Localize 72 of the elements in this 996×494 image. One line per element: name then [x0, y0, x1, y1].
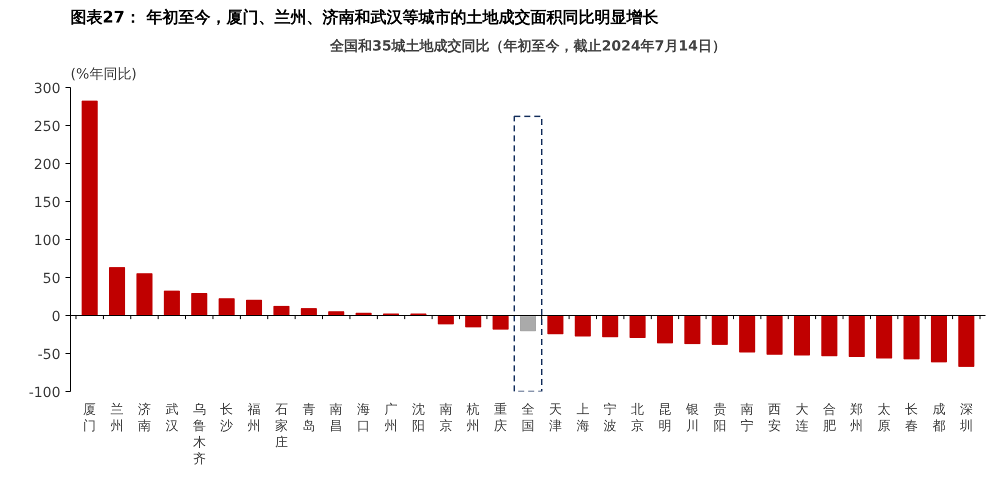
- y-tick-label: 200: [34, 157, 61, 173]
- bar: [739, 315, 756, 352]
- bar: [930, 315, 947, 362]
- bar: [848, 315, 865, 358]
- y-tick-label: -100: [28, 385, 61, 401]
- x-tick-label: 西安: [768, 402, 782, 434]
- x-tick-label: 宁波: [604, 402, 617, 434]
- bar: [438, 315, 454, 324]
- bar: [109, 267, 126, 316]
- bar: [794, 315, 810, 356]
- y-tick-label: 150: [34, 195, 61, 211]
- bar: [520, 315, 536, 332]
- x-tick-label: 天津: [548, 402, 562, 434]
- x-tick-label: 大连: [795, 402, 808, 434]
- bar: [465, 315, 482, 328]
- x-tick-label: 合肥: [822, 402, 836, 434]
- bar: [876, 315, 892, 359]
- bar: [492, 315, 509, 330]
- y-axis-title: (%年同比): [70, 66, 137, 82]
- bar: [821, 315, 838, 356]
- x-tick-label: 乌鲁木齐: [192, 402, 206, 467]
- bar: [547, 315, 564, 334]
- bar: [958, 315, 974, 367]
- x-tick-label: 海口: [357, 402, 370, 434]
- x-tick-label: 石家庄: [274, 402, 288, 450]
- x-tick-label: 郑州: [850, 402, 864, 434]
- x-tick-label: 兰州: [110, 402, 124, 434]
- y-tick-label: 300: [34, 81, 61, 97]
- bar: [766, 315, 783, 355]
- x-tick-label: 上海: [576, 402, 590, 434]
- x-tick-label: 济南: [138, 402, 151, 434]
- bar: [904, 315, 920, 360]
- x-tick-label: 南京: [439, 402, 452, 434]
- x-tick-label: 银川: [684, 402, 699, 434]
- y-tick-label: -50: [38, 347, 61, 363]
- x-tick-label: 南宁: [740, 402, 754, 434]
- x-tick-label: 青岛: [302, 402, 316, 434]
- bar: [574, 315, 591, 337]
- x-tick-label: 北京: [631, 402, 644, 434]
- chart-subtitle: 全国和35城土地成交同比（年初至今，截止2024年7月14日）: [329, 38, 726, 54]
- bar: [218, 298, 235, 316]
- x-tick-label: 厦门: [83, 402, 96, 434]
- y-tick-label: 250: [34, 119, 61, 135]
- bar: [630, 315, 646, 338]
- bar: [684, 315, 700, 344]
- x-tick-label: 长春: [905, 402, 918, 434]
- x-tick-label: 昆明: [658, 402, 672, 434]
- x-tick-label: 南昌: [330, 402, 343, 434]
- y-tick-label: 100: [34, 233, 61, 249]
- x-tick-label: 重庆: [494, 402, 508, 434]
- x-tick-label: 沈阳: [412, 402, 425, 434]
- x-tick-label: 长沙: [220, 402, 234, 434]
- x-tick-label: 广州: [384, 402, 398, 434]
- x-tick-label: 全国: [522, 402, 534, 434]
- bar: [602, 315, 618, 338]
- bar: [191, 292, 208, 316]
- bar: [164, 290, 180, 316]
- bar: [136, 273, 152, 316]
- bar: [246, 300, 262, 316]
- bar: [656, 315, 674, 344]
- y-tick-label: 0: [52, 309, 61, 325]
- bar: [82, 100, 98, 316]
- x-tick-label: 贵阳: [713, 402, 726, 434]
- bar: [712, 315, 728, 345]
- x-tick-label: 太原: [878, 402, 891, 434]
- x-tick-label: 杭州: [466, 402, 480, 434]
- x-tick-label: 深圳: [958, 402, 973, 434]
- chart-title: 图表27： 年初至今，厦门、兰州、济南和武汉等城市的土地成交面积同比明显增长: [70, 8, 660, 26]
- x-tick-label: 武汉: [165, 402, 178, 434]
- x-tick-label: 成都: [932, 402, 946, 434]
- y-tick-label: 50: [42, 271, 61, 287]
- x-tick-label: 福州: [248, 402, 261, 434]
